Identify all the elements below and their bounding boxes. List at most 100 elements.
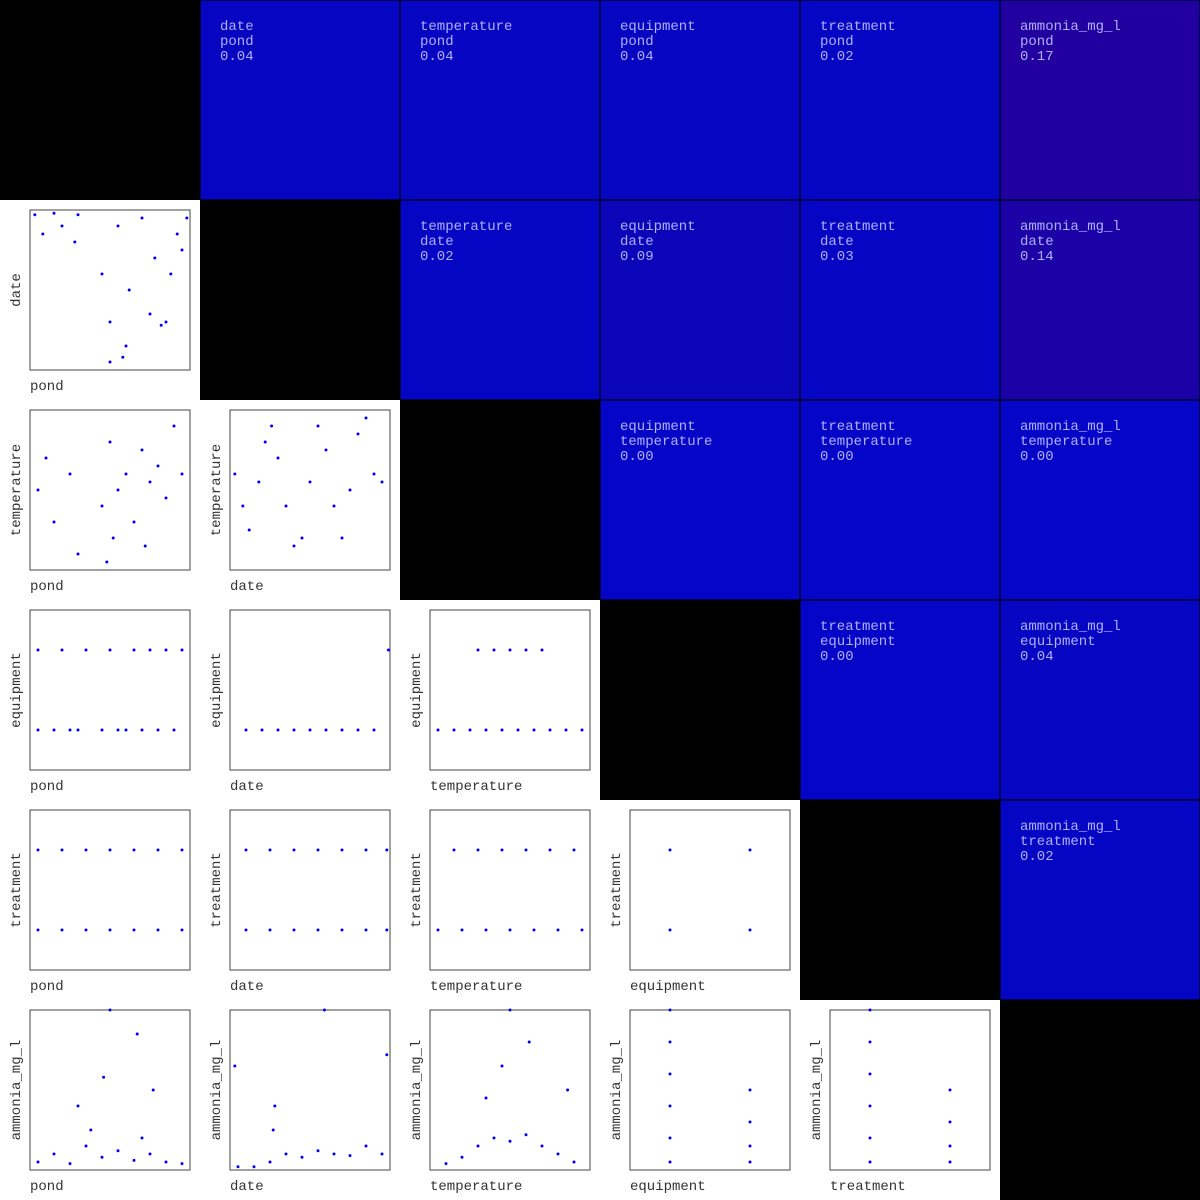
plot-frame — [229, 809, 391, 971]
correlation-value: 0.04 — [420, 49, 454, 65]
point — [524, 1133, 528, 1137]
y-axis-label: ammonia_mg_l — [809, 1040, 825, 1141]
row-variable: equipment — [1020, 634, 1096, 650]
panel-background — [200, 600, 400, 800]
point — [668, 928, 672, 932]
correlation-value: 0.04 — [220, 49, 254, 65]
column-variable: equipment — [620, 19, 696, 35]
column-variable: ammonia_mg_l — [1020, 19, 1121, 35]
point — [580, 728, 584, 732]
point — [668, 1040, 672, 1044]
point — [380, 480, 384, 484]
point — [300, 1155, 304, 1159]
point — [668, 1072, 672, 1076]
correlation-value: 0.00 — [820, 649, 854, 665]
point — [180, 472, 184, 476]
correlation-cell — [1000, 200, 1200, 400]
point — [36, 848, 40, 852]
y-axis-label: equipment — [409, 652, 425, 728]
point — [233, 472, 237, 476]
point — [548, 728, 552, 732]
point — [540, 1144, 544, 1148]
point — [340, 536, 344, 540]
point — [36, 488, 40, 492]
point — [164, 1160, 168, 1164]
point — [148, 648, 152, 652]
point — [52, 211, 56, 215]
plot-frame — [829, 1009, 991, 1171]
y-axis-label: date — [9, 273, 25, 307]
point — [244, 928, 248, 932]
point — [748, 848, 752, 852]
point — [33, 213, 37, 217]
row-variable: date — [620, 234, 654, 250]
point — [356, 728, 360, 732]
point — [868, 1072, 872, 1076]
point — [332, 1152, 336, 1156]
row-variable: temperature — [1020, 434, 1112, 450]
point — [292, 928, 296, 932]
point — [668, 1160, 672, 1164]
point — [41, 232, 45, 236]
row-variable: temperature — [620, 434, 712, 450]
point — [452, 728, 456, 732]
correlation-cell — [800, 0, 1000, 200]
y-axis-label: equipment — [209, 652, 225, 728]
point — [292, 848, 296, 852]
point — [268, 1160, 272, 1164]
x-axis-label: date — [230, 579, 264, 595]
point — [868, 1040, 872, 1044]
point — [308, 728, 312, 732]
row-variable: pond — [820, 34, 854, 50]
point — [100, 504, 104, 508]
point — [89, 1128, 93, 1132]
point — [84, 648, 88, 652]
point — [180, 248, 184, 252]
x-axis-label: date — [230, 1179, 264, 1195]
column-variable: ammonia_mg_l — [1020, 219, 1121, 235]
point — [276, 456, 280, 460]
point — [140, 728, 144, 732]
correlation-cell — [600, 200, 800, 400]
row-variable: temperature — [820, 434, 912, 450]
point — [164, 320, 168, 324]
point — [348, 488, 352, 492]
correlation-cell — [1000, 800, 1200, 1000]
column-variable: temperature — [420, 19, 512, 35]
point — [244, 848, 248, 852]
correlation-value: 0.09 — [620, 249, 654, 265]
row-variable: date — [420, 234, 454, 250]
point — [148, 1152, 152, 1156]
column-variable: ammonia_mg_l — [1020, 619, 1121, 635]
point — [500, 728, 504, 732]
point — [508, 648, 512, 652]
point — [241, 504, 245, 508]
panel-background — [0, 400, 200, 600]
point — [316, 424, 320, 428]
correlation-cell — [1000, 600, 1200, 800]
point — [73, 240, 77, 244]
correlation-cell — [1000, 400, 1200, 600]
point — [108, 320, 112, 324]
point — [385, 1053, 389, 1057]
correlation-cell — [800, 200, 1000, 400]
point — [524, 848, 528, 852]
y-axis-label: temperature — [9, 444, 25, 536]
column-variable: treatment — [820, 619, 896, 635]
point — [36, 1160, 40, 1164]
point — [308, 480, 312, 484]
point — [180, 928, 184, 932]
point — [247, 528, 251, 532]
y-axis-label: treatment — [9, 852, 25, 928]
panel-background — [200, 1000, 400, 1200]
row-variable: date — [1020, 234, 1054, 250]
correlation-value: 0.04 — [1020, 649, 1054, 665]
point — [156, 928, 160, 932]
point — [572, 1160, 576, 1164]
point — [385, 848, 389, 852]
plot-frame — [29, 609, 191, 771]
point — [516, 728, 520, 732]
correlation-value: 0.04 — [620, 49, 654, 65]
x-axis-label: temperature — [430, 1179, 522, 1195]
